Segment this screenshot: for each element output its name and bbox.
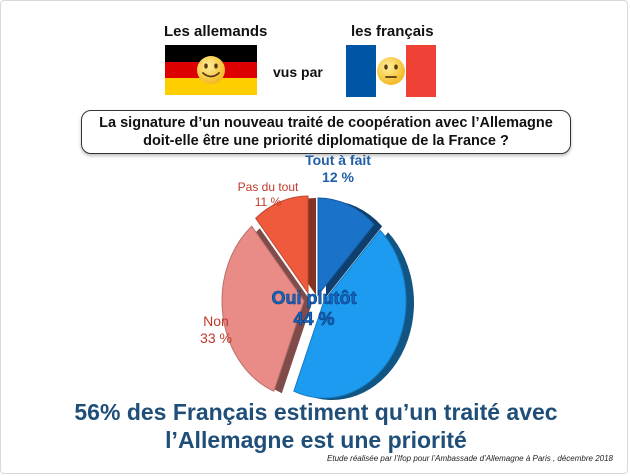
french-flag xyxy=(346,45,436,97)
neutral-face-icon xyxy=(377,57,405,85)
smiley-icon xyxy=(197,56,225,84)
pie-value-oui-plutot: 44 % xyxy=(293,309,334,329)
pie-value-non: 33 % xyxy=(200,330,232,346)
pie-value-tout-a-fait: 12 % xyxy=(322,169,354,185)
seen-by-label: vus par xyxy=(273,64,323,80)
pie-label-pas-du-tout: Pas du tout xyxy=(238,180,299,194)
pie-label-tout-a-fait: Tout à fait xyxy=(305,152,371,168)
question-line-2: doit-elle être une priorité diplomatique… xyxy=(143,133,509,149)
pie-slice-tout-a-fait xyxy=(317,197,375,297)
conclusion-line-2: l’Allemagne est une priorité xyxy=(165,427,467,453)
pie-label-non: Non xyxy=(203,313,229,329)
pie-slice-pas-du-tout xyxy=(255,195,309,295)
pie-slice-non xyxy=(221,225,305,392)
pie-slice-oui-plutot xyxy=(293,229,407,399)
german-flag xyxy=(165,45,257,95)
conclusion-line-1: 56% des Français estiment qu’un traité a… xyxy=(74,399,558,425)
pie-value-pas-du-tout: 11 % xyxy=(255,195,282,209)
germans-label: Les allemands xyxy=(164,23,268,40)
question-line-1: La signature d’un nouveau traité de coop… xyxy=(99,115,553,131)
source-note: Etude réalisée par l’Ifop pour l’Ambassa… xyxy=(327,454,613,463)
pie-label-oui-plutot: Oui plutôt xyxy=(272,288,357,308)
question-box: La signature d’un nouveau traité de coop… xyxy=(81,110,571,154)
french-label: les français xyxy=(351,23,434,40)
